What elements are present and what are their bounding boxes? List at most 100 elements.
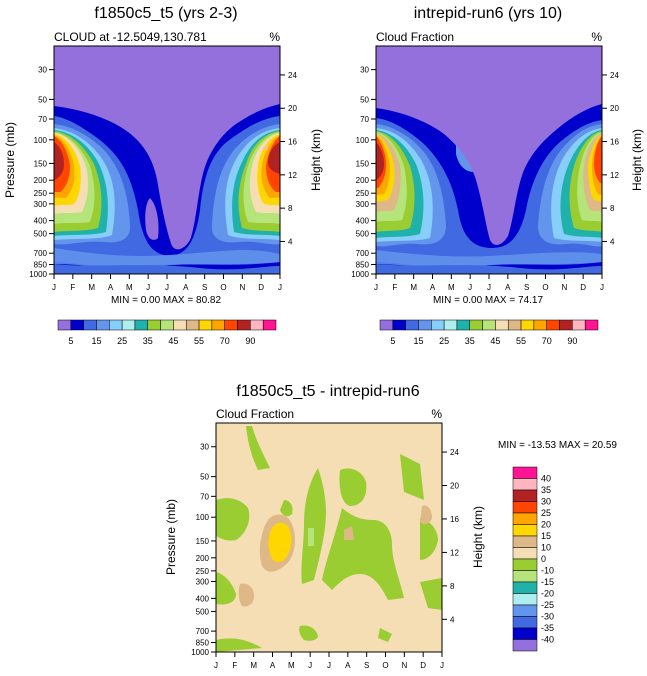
- month-tick-label: J: [468, 283, 472, 292]
- month-tick-label: J: [214, 661, 218, 670]
- height-tick-label: 16: [288, 138, 297, 147]
- colorbar-label: -10: [541, 566, 554, 576]
- colorbar-label: -40: [541, 635, 554, 645]
- colorbar-label: 70: [220, 336, 230, 346]
- month-tick-label: J: [308, 661, 312, 670]
- month-tick-label: D: [258, 283, 264, 292]
- panel-1-height-ticks: 4 8 12 16 20 24: [280, 71, 297, 246]
- colorbar-swatch: [250, 319, 264, 331]
- colorbar-swatch: [512, 547, 538, 560]
- panel-1-subtitle-right: %: [269, 30, 280, 44]
- month-tick-label: J: [146, 283, 150, 292]
- colorbar-label: 20: [541, 520, 551, 530]
- panel-2-chart: intrepid-run6 (yrs 10) Cloud Fraction %: [351, 5, 644, 346]
- panel-3-ylabel: Pressure (mb): [164, 499, 178, 575]
- colorbar-swatch: [482, 319, 496, 331]
- height-tick-label: 12: [288, 171, 297, 180]
- pressure-tick-label: 400: [356, 217, 370, 226]
- colorbar-swatch: [173, 319, 187, 331]
- panel-1-contour-field: [54, 46, 280, 274]
- colorbar-swatch: [185, 319, 200, 331]
- colorbar-swatch: [512, 489, 538, 502]
- colorbar-label: 70: [542, 336, 552, 346]
- pressure-tick-label: 1000: [29, 270, 47, 279]
- panel-3-chart: f1850c5_t5 - intrepid-run6 Cloud Fractio…: [164, 383, 617, 670]
- panel-1-ylabel: Pressure (mb): [3, 122, 17, 198]
- month-tick-label: A: [430, 283, 436, 292]
- colorbar-label: 35: [143, 336, 153, 346]
- colorbar-swatch: [512, 478, 538, 491]
- colorbar-swatch: [418, 319, 432, 331]
- colorbar-swatch: [572, 319, 586, 331]
- colorbar-swatch: [559, 319, 573, 331]
- pressure-tick-label: 400: [34, 217, 48, 226]
- month-tick-label: J: [52, 283, 56, 292]
- panel-1-stats: MIN = 0.00 MAX = 80.82: [111, 295, 221, 306]
- panel-1-subtitle-left: CLOUD at -12.5049,130.781: [54, 30, 207, 44]
- colorbar-swatch: [198, 319, 213, 331]
- panel-3-subtitle-right: %: [431, 407, 442, 421]
- pressure-tick-label: 500: [34, 230, 48, 239]
- month-tick-label: J: [487, 283, 491, 292]
- panel-3-stats: MIN = -13.53 MAX = 20.59: [498, 440, 617, 451]
- colorbar-label: 45: [168, 336, 178, 346]
- height-tick-label: 24: [450, 448, 459, 457]
- pressure-tick-label: 100: [196, 513, 210, 522]
- colorbar-swatch: [211, 319, 225, 331]
- panel-3-ylabel-right: Height (km): [471, 506, 485, 568]
- colorbar-swatch: [495, 319, 509, 331]
- colorbar-swatch: [512, 593, 538, 606]
- month-tick-label: A: [505, 283, 511, 292]
- colorbar-swatch: [224, 319, 238, 331]
- height-tick-label: 4: [450, 615, 455, 624]
- panel-1-colorbar: 5 15 25 35 45 55 70 90: [57, 319, 277, 346]
- height-tick-label: 24: [288, 71, 297, 80]
- pressure-tick-label: 250: [34, 189, 48, 198]
- colorbar-swatch: [160, 319, 174, 331]
- height-tick-label: 12: [610, 171, 619, 180]
- pressure-tick-label: 200: [356, 176, 370, 185]
- pressure-tick-label: 700: [34, 249, 48, 258]
- colorbar-swatch: [507, 319, 522, 331]
- pressure-tick-label: 1000: [191, 648, 209, 657]
- pressure-tick-label: 70: [200, 492, 209, 501]
- pressure-tick-label: 70: [360, 115, 369, 124]
- panel-2-title: intrepid-run6 (yrs 10): [414, 5, 563, 22]
- month-tick-label: O: [220, 283, 226, 292]
- height-tick-label: 16: [610, 138, 619, 147]
- month-tick-label: M: [126, 283, 133, 292]
- pressure-tick-label: 300: [196, 578, 210, 587]
- panel-2-stats: MIN = 0.00 MAX = 74.17: [433, 295, 543, 306]
- height-tick-label: 8: [288, 204, 293, 213]
- month-tick-label: J: [278, 283, 282, 292]
- colorbar-swatch: [512, 501, 538, 514]
- height-tick-label: 4: [610, 237, 615, 246]
- panel-1-chart: f1850c5_t5 (yrs 2-3) CLOUD at -12.5049,1…: [3, 5, 323, 346]
- colorbar-label: 30: [541, 497, 551, 507]
- height-tick-label: 20: [288, 104, 297, 113]
- colorbar-swatch: [57, 319, 72, 331]
- colorbar-swatch: [443, 319, 458, 331]
- pressure-tick-label: 30: [360, 66, 369, 75]
- colorbar-label: -15: [541, 577, 554, 587]
- height-tick-label: 20: [610, 104, 619, 113]
- pressure-tick-label: 50: [200, 473, 209, 482]
- pressure-tick-label: 200: [196, 554, 210, 563]
- colorbar-swatch: [109, 319, 123, 331]
- colorbar-swatch: [512, 616, 538, 629]
- panel-3-subtitle-left: Cloud Fraction: [216, 407, 294, 421]
- colorbar-label: 40: [541, 474, 551, 484]
- colorbar-label: 25: [541, 508, 551, 518]
- colorbar-swatch: [70, 319, 84, 331]
- colorbar-label: 55: [194, 336, 204, 346]
- panel-3-title: f1850c5_t5 - intrepid-run6: [236, 383, 419, 400]
- month-tick-label: O: [542, 283, 548, 292]
- month-tick-label: S: [524, 283, 529, 292]
- height-tick-label: 12: [450, 548, 459, 557]
- panel-3-height-ticks: 4 8 12 16 20 24: [442, 448, 459, 624]
- colorbar-label: 10: [541, 543, 551, 553]
- pressure-tick-label: 250: [356, 189, 370, 198]
- colorbar-swatch: [512, 570, 538, 583]
